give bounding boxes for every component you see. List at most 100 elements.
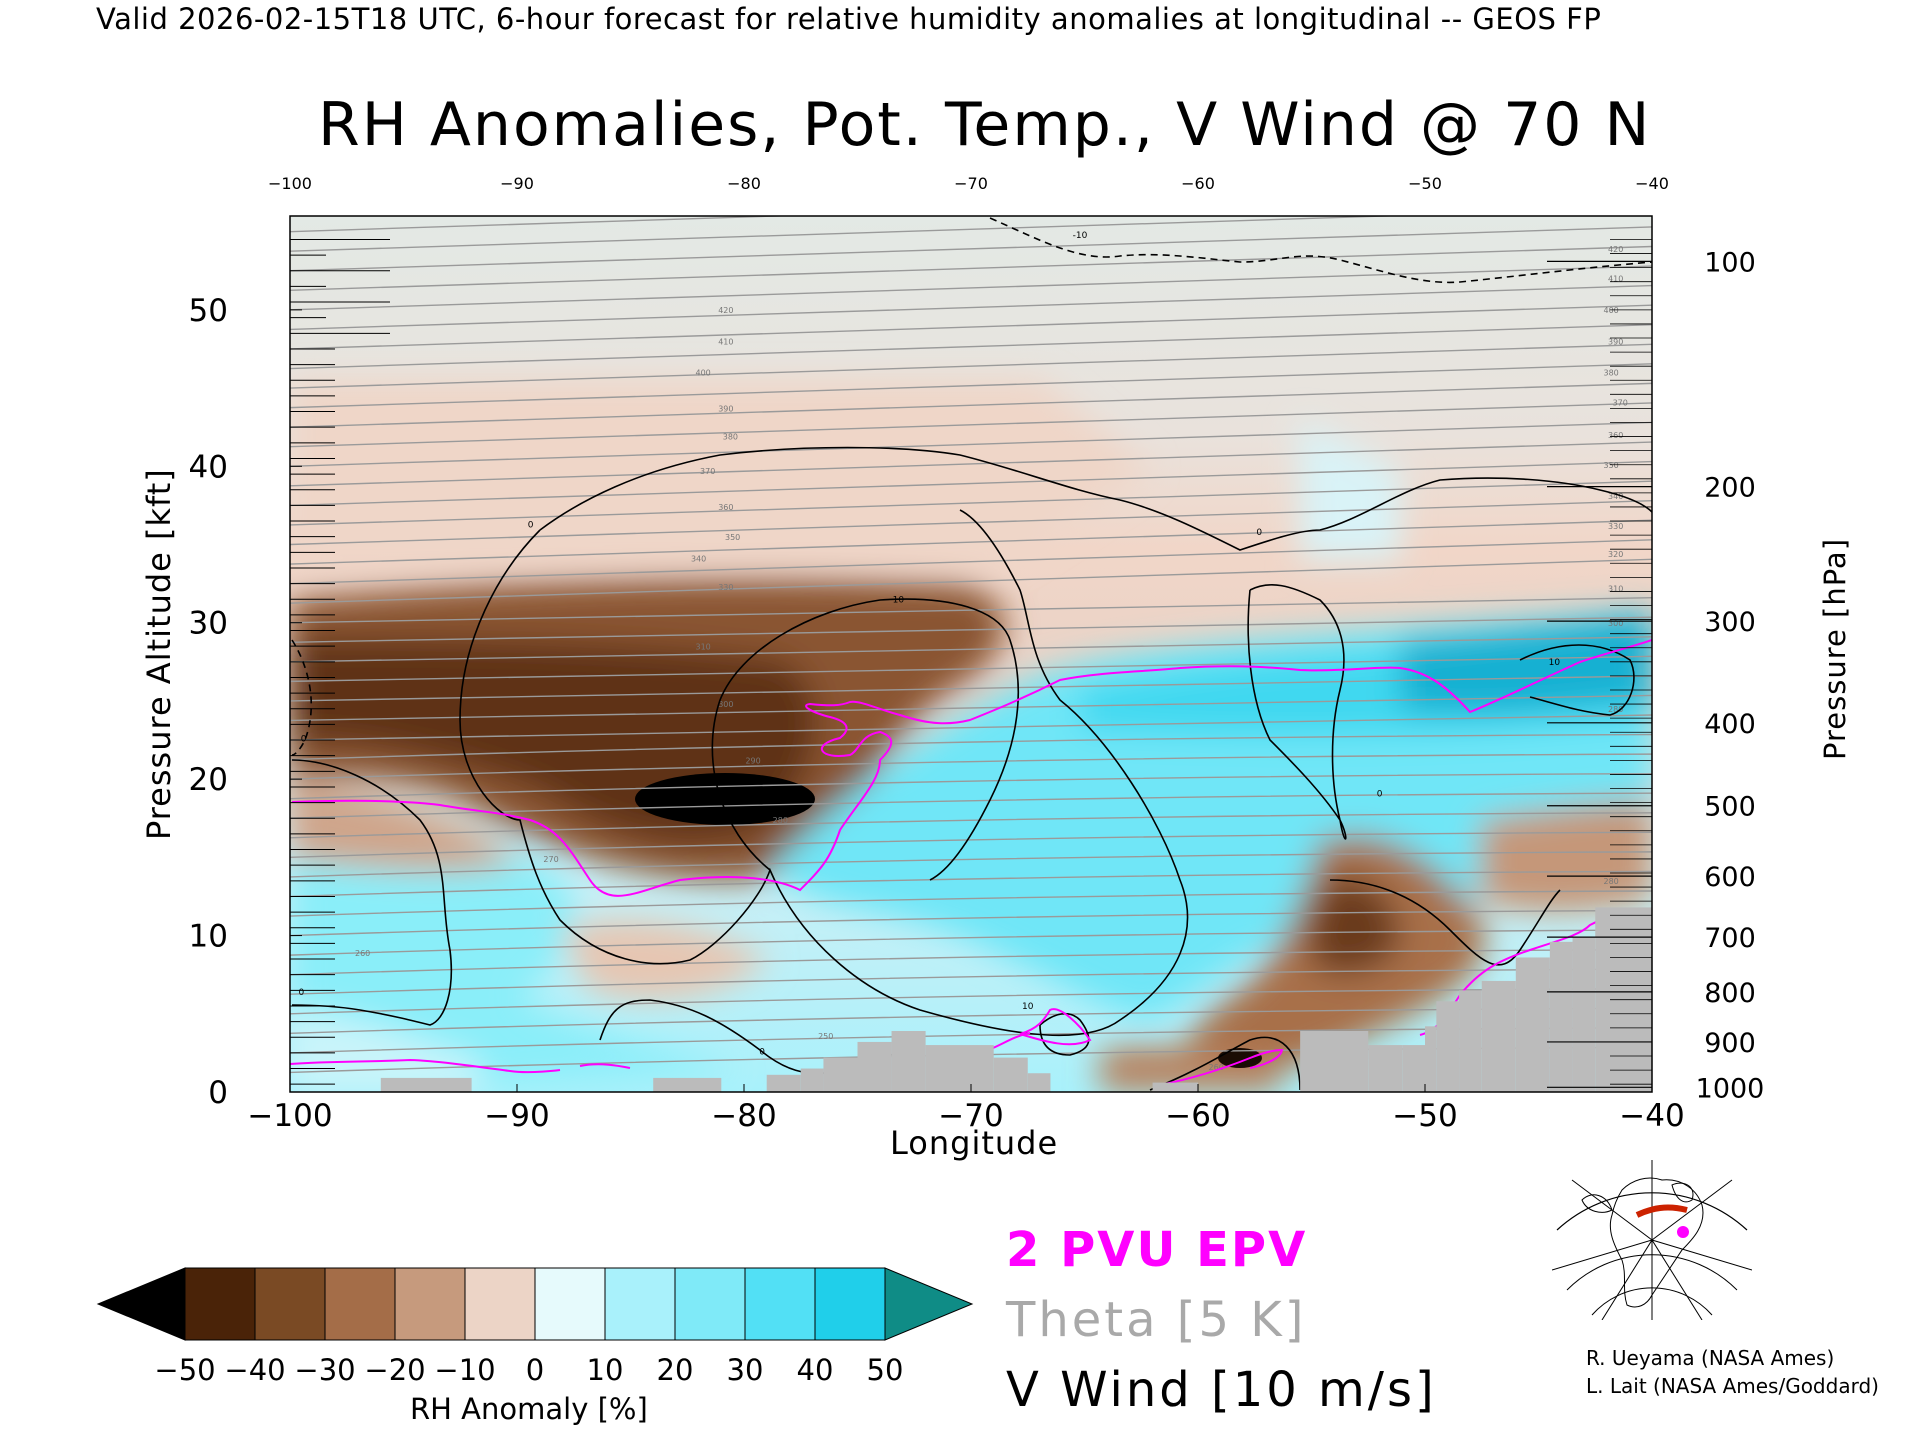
theta-contour <box>290 558 1652 604</box>
terrain-block <box>1459 990 1482 1092</box>
theta-contour <box>290 870 1652 898</box>
pressure-tick-label: 1000 <box>1696 1073 1765 1104</box>
terrain-block <box>653 1077 722 1092</box>
terrain-block <box>1425 1026 1437 1092</box>
wind-label: 10 <box>1022 1002 1034 1012</box>
theta-label: 400 <box>695 369 710 378</box>
theta-label: 350 <box>1603 461 1618 470</box>
pressure-tick-label: 100 <box>1704 247 1756 278</box>
theta-label: 250 <box>818 1032 833 1041</box>
theta-contour <box>290 675 1652 702</box>
wind-label: 0 <box>759 1047 765 1057</box>
terrain-block <box>1515 957 1550 1092</box>
chart-title: RH Anomalies, Pot. Temp., V Wind @ 70 N <box>318 90 1652 160</box>
y-tick-label: 40 <box>189 449 228 485</box>
legend-epv: 2 PVU EPV <box>1006 1222 1308 1278</box>
theta-label: 270 <box>543 855 558 864</box>
colorbar-tick-label: −30 <box>294 1353 355 1382</box>
colorbar-left-arrow <box>96 1267 186 1341</box>
theta-contour <box>290 343 1652 389</box>
theta-label: 420 <box>1608 245 1623 254</box>
x-top-tick-label: −50 <box>1408 174 1442 193</box>
rh-anomaly-field <box>290 216 1652 1092</box>
theta-label: 390 <box>1608 337 1623 346</box>
colorbar-tick-label: 30 <box>727 1353 764 1382</box>
theta-contour <box>290 539 1652 585</box>
theta-label: 400 <box>1603 306 1618 315</box>
pressure-tick-label: 800 <box>1704 978 1756 1009</box>
x-tick-label: −40 <box>1619 1098 1684 1134</box>
colorbar-tick-label: −40 <box>224 1353 285 1382</box>
legend-theta: Theta [5 K] <box>1006 1292 1307 1348</box>
terrain-block <box>1152 1082 1198 1092</box>
theta-label: 350 <box>725 533 740 542</box>
pressure-tick-label: 400 <box>1704 709 1756 740</box>
theta-label: 280 <box>1608 705 1623 714</box>
theta-contour <box>290 655 1652 683</box>
x-tick-label: −100 <box>247 1098 332 1134</box>
pressure-tick-label: 200 <box>1704 473 1756 504</box>
theta-contour <box>290 988 1652 1015</box>
wind-label: 0 <box>298 988 304 998</box>
y-axis-label: Pressure Altitude [kft] <box>140 468 178 840</box>
colorbar-label: RH Anomaly [%] <box>410 1392 648 1426</box>
colorbar-tick-label: 50 <box>867 1353 904 1382</box>
theta-label: 360 <box>718 503 733 512</box>
terrain-block <box>1572 937 1596 1092</box>
theta-label: 340 <box>1608 492 1623 501</box>
terrain-block <box>1481 980 1516 1092</box>
x-tick-label: −80 <box>711 1098 776 1134</box>
y-tick-label: 10 <box>189 919 228 955</box>
x-tick-label: −50 <box>1392 1098 1457 1134</box>
pressure-axis-label: Pressure [hPa] <box>1818 537 1852 760</box>
theta-contour <box>290 480 1652 526</box>
theta-contour <box>290 890 1652 917</box>
x-tick-label: −90 <box>484 1098 549 1134</box>
theta-label: 360 <box>1608 431 1623 440</box>
theta-contour <box>290 596 1652 624</box>
colorbar-tick-label: 10 <box>587 1353 624 1382</box>
theta-contour <box>290 216 1407 252</box>
theta-label: 380 <box>723 433 738 442</box>
terrain-block <box>380 1077 472 1092</box>
theta-contour <box>290 694 1652 722</box>
terrain-mask <box>380 907 1652 1092</box>
terrain-block <box>1402 1045 1425 1092</box>
theta-label: 300 <box>718 700 733 709</box>
theta-contour <box>290 265 1652 311</box>
theta-label: 300 <box>1608 619 1623 628</box>
colorbar-tick-label: −50 <box>154 1353 215 1382</box>
x-top-tick-label: −60 <box>1181 174 1215 193</box>
theta-label: 260 <box>1209 1063 1224 1072</box>
terrain-block <box>993 1057 1028 1092</box>
wind-label: 0 <box>1256 528 1262 538</box>
theta-label: 320 <box>1608 550 1623 559</box>
theta-labels: 420 410 400 390 380 370 360 350 340 330 310 300 290 2… <box>355 245 1628 1072</box>
theta-label: 280 <box>773 816 788 825</box>
theta-contour <box>290 772 1652 800</box>
v-wind-contours <box>291 217 1652 1091</box>
colorbar-segment <box>604 1267 676 1341</box>
theta-contour <box>290 714 1652 741</box>
credit-ueyama: R. Ueyama (NASA Ames) <box>1586 1346 1835 1370</box>
colorbar-segment <box>324 1267 396 1341</box>
pressure-tick-label: 900 <box>1704 1028 1756 1059</box>
colorbar-tick-label: 0 <box>526 1353 544 1382</box>
colorbar: −50 −40 −30 −20 −10 0 10 20 30 40 50 <box>96 1267 974 1382</box>
theta-label: 410 <box>718 337 733 346</box>
theta-contour <box>290 733 1652 761</box>
terrain-block <box>766 1074 801 1092</box>
theta-contour <box>290 460 1652 507</box>
wind-label: 10 <box>893 595 905 605</box>
theta-contour <box>290 968 1652 995</box>
y-tick-label: 50 <box>189 293 228 329</box>
x-axis-label: Longitude <box>890 1124 1059 1162</box>
theta-contour <box>290 753 1652 780</box>
theta-contour <box>290 216 799 233</box>
terrain-block <box>1549 941 1573 1092</box>
theta-contour <box>290 324 1652 370</box>
theta-label: 370 <box>700 467 715 476</box>
wind-label: -10 <box>1073 231 1088 241</box>
theta-contour <box>290 636 1652 663</box>
